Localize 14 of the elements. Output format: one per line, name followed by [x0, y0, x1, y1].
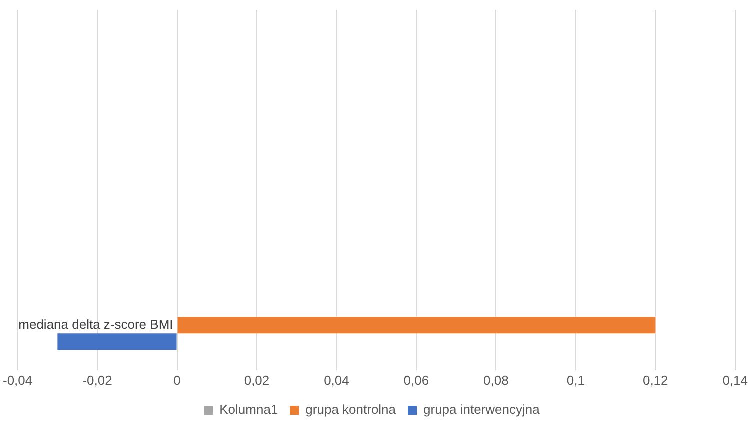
x-tick-label: -0,02 [82, 372, 112, 388]
y-tick-label: mediana delta z-score BMI [18, 316, 174, 332]
legend-label: grupa interwencyjna [424, 402, 541, 418]
x-tick-label: -0,04 [2, 372, 33, 388]
x-tick-label: 0 [174, 372, 181, 388]
x-tick-label: 0,08 [484, 372, 509, 388]
legend-label: grupa kontrolna [306, 402, 397, 418]
x-tick-label: 0,06 [404, 372, 430, 388]
x-tick-label: 0,02 [244, 372, 270, 388]
x-tick-label: 0,14 [722, 372, 748, 388]
x-tick-label: 0,1 [566, 372, 585, 388]
x-tick-label: 0,12 [642, 372, 668, 388]
legend-label: Kolumna1 [220, 402, 278, 418]
x-tick-label: 0,04 [324, 372, 350, 388]
